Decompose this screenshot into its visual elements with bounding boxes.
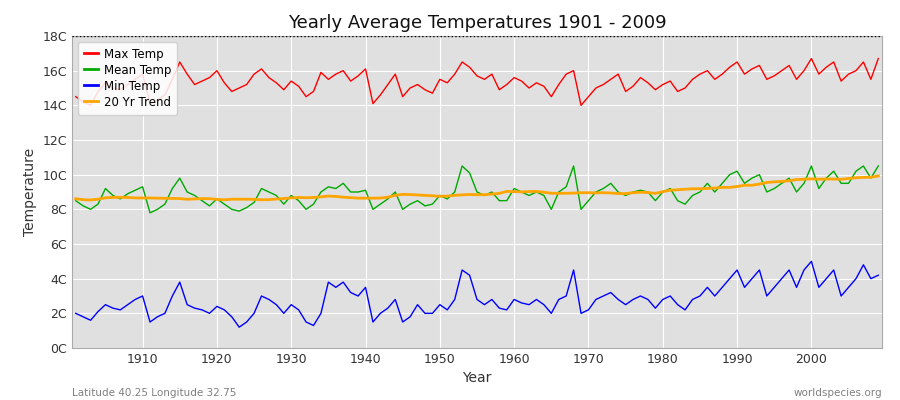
Y-axis label: Temperature: Temperature [23,148,37,236]
Title: Yearly Average Temperatures 1901 - 2009: Yearly Average Temperatures 1901 - 2009 [288,14,666,32]
Legend: Max Temp, Mean Temp, Min Temp, 20 Yr Trend: Max Temp, Mean Temp, Min Temp, 20 Yr Tre… [78,42,177,114]
Text: Latitude 40.25 Longitude 32.75: Latitude 40.25 Longitude 32.75 [72,388,237,398]
Text: worldspecies.org: worldspecies.org [794,388,882,398]
X-axis label: Year: Year [463,372,491,386]
